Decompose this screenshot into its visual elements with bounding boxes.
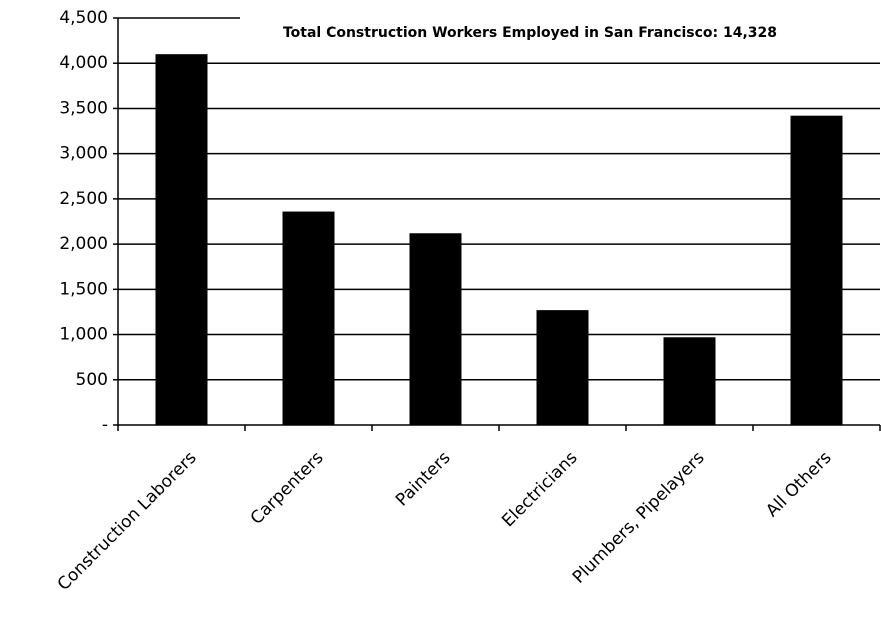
bar <box>409 233 462 425</box>
y-tick-label: 4,000 <box>59 53 108 73</box>
x-tick-label: Construction Laborers <box>54 448 201 595</box>
bar <box>155 54 208 426</box>
x-tick-label: Plumbers, Pipelayers <box>569 448 709 588</box>
x-tick-label: Electricians <box>498 448 581 531</box>
y-tick-label: 2,000 <box>59 234 108 254</box>
bar <box>663 337 716 425</box>
y-tick-label: 1,000 <box>59 325 108 345</box>
title-background <box>240 14 880 44</box>
y-tick-label: 500 <box>76 370 108 390</box>
bar <box>536 310 589 425</box>
x-tick-label: Carpenters <box>247 448 328 529</box>
y-tick-label: 1,500 <box>59 279 108 299</box>
chart-title: Total Construction Workers Employed in S… <box>283 25 777 41</box>
bar <box>790 115 843 426</box>
bar <box>282 211 335 425</box>
x-tick-label: Painters <box>392 448 455 511</box>
y-tick-label: 2,500 <box>59 189 108 209</box>
y-tick-label: 3,000 <box>59 144 108 164</box>
y-tick-label: 3,500 <box>59 98 108 118</box>
y-tick-label: - <box>102 415 108 435</box>
x-tick-label: All Others <box>762 448 835 521</box>
y-tick-label: 4,500 <box>59 8 108 28</box>
